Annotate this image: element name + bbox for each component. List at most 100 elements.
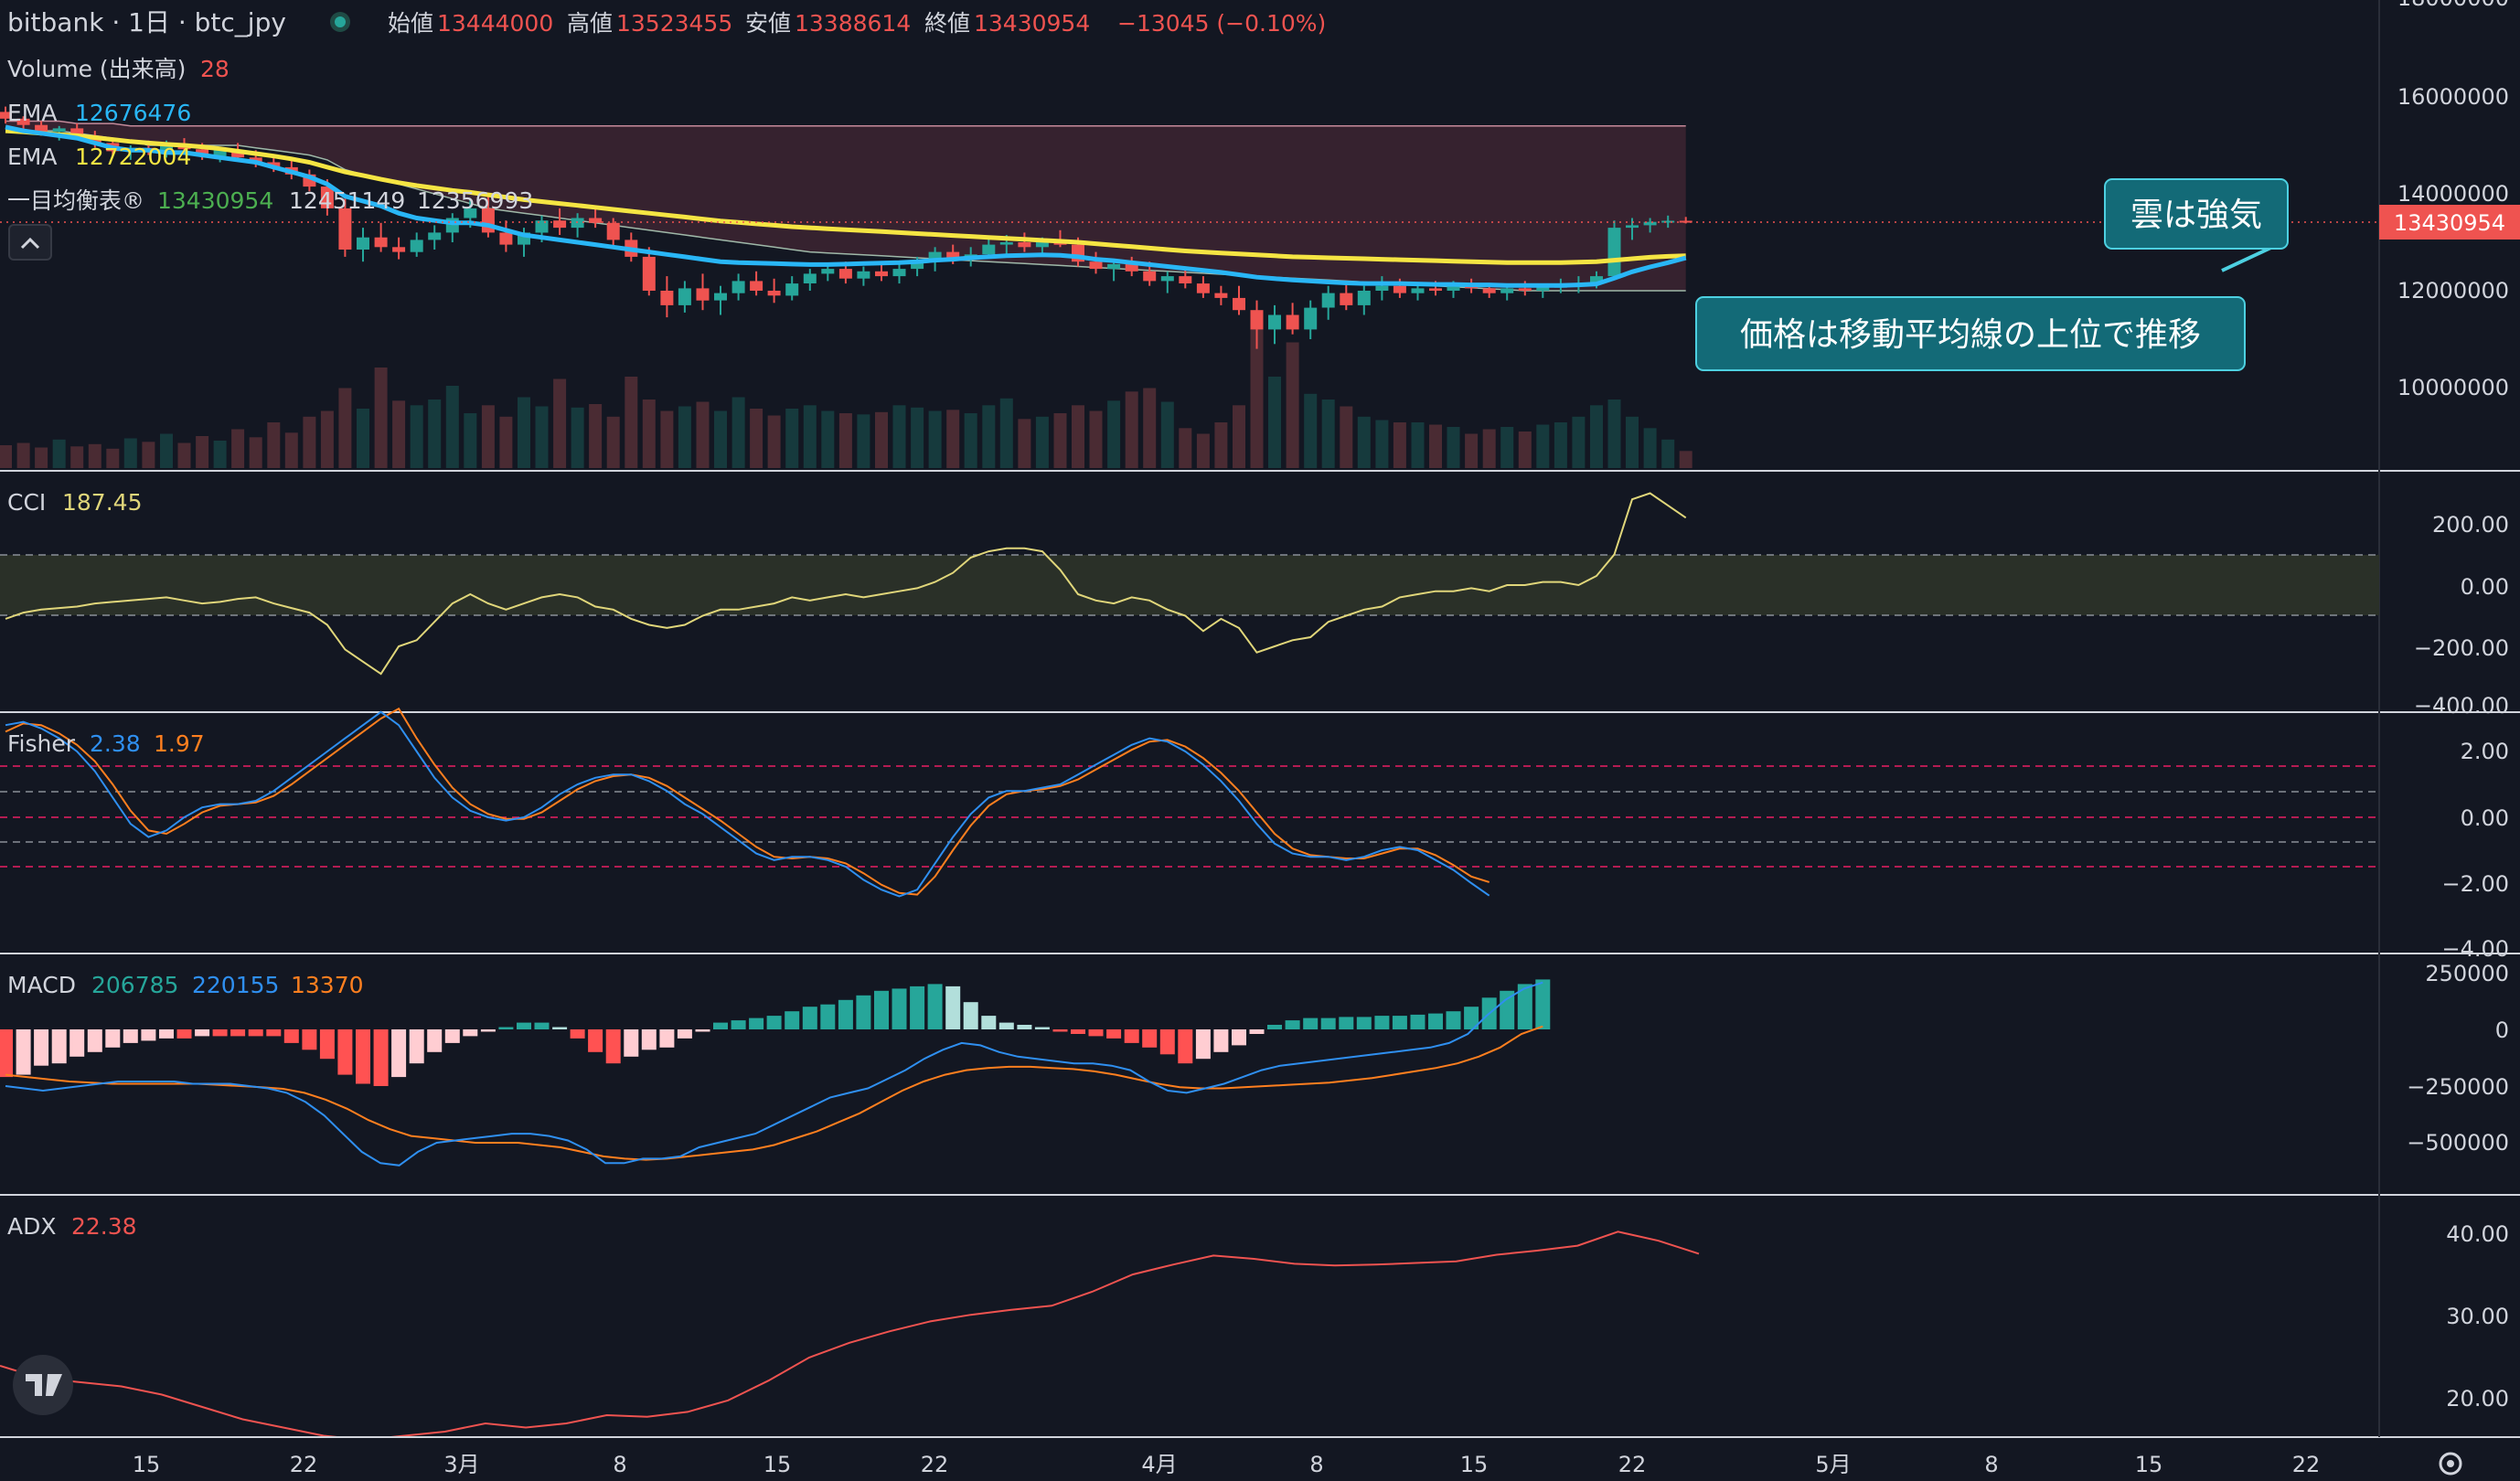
volume-bar: [464, 413, 477, 468]
ohlc-high-value: 13523455: [616, 10, 732, 37]
candle-body: [1661, 220, 1675, 223]
volume-bar: [1072, 405, 1084, 469]
macd-histogram-bar: [552, 1027, 568, 1029]
candle-body: [1233, 297, 1245, 311]
volume-bar: [589, 404, 603, 468]
callout-price[interactable]: 価格は移動平均線の上位で推移: [1695, 296, 2246, 371]
candle-body: [589, 218, 603, 223]
fisher-legend-label[interactable]: Fisher: [7, 730, 76, 757]
macd-histogram-bar: [409, 1029, 424, 1064]
volume-bar: [303, 416, 316, 469]
volume-bar: [535, 406, 549, 468]
volume-bar: [123, 438, 137, 468]
symbol-title[interactable]: bitbank · 1日 · btc_jpy: [7, 7, 286, 37]
volume-bar: [1518, 432, 1532, 468]
candle-body: [1018, 242, 1031, 248]
volume-bars: [0, 319, 1692, 469]
macd-histogram-bar: [230, 1029, 246, 1037]
volume-bar: [1447, 427, 1460, 468]
macd-histogram-bar: [659, 1029, 675, 1048]
macd-legend-value-3: 13370: [291, 972, 364, 998]
candle-body: [1429, 288, 1442, 291]
macd-histogram-bar: [1410, 1014, 1426, 1029]
ichimoku-legend-label[interactable]: 一目均衡表®: [7, 187, 144, 214]
ema-fast-legend-label[interactable]: EMA: [7, 100, 57, 126]
macd-histogram-bar: [1195, 1029, 1211, 1060]
volume-bar: [1268, 377, 1281, 468]
candle-body: [892, 269, 906, 277]
volume-bar: [392, 400, 406, 469]
macd-histogram-bar: [391, 1029, 407, 1078]
volume-bar: [1411, 422, 1425, 468]
macd-histogram-bar: [677, 1029, 692, 1039]
volume-legend-label[interactable]: Volume (出来高): [7, 56, 186, 82]
macd-tick-label: 0: [2495, 1018, 2509, 1043]
volume-bar: [803, 405, 817, 469]
candle-body: [1518, 288, 1532, 291]
adx-plot: [0, 1231, 1700, 1436]
volume-bar: [1643, 428, 1657, 469]
volume-bar: [750, 409, 763, 468]
callout-cloud[interactable]: 雲は強気: [2104, 178, 2289, 272]
candle-body: [1393, 285, 1406, 293]
settings-button[interactable]: [2439, 1452, 2462, 1476]
ohlc-close-label: 終値: [924, 10, 970, 37]
gear-icon-center: [2447, 1460, 2454, 1467]
candle-body: [946, 251, 960, 260]
macd-histogram-bar: [874, 990, 889, 1029]
candle-body: [535, 220, 549, 233]
adx-line: [0, 1231, 1700, 1436]
volume-bar: [1626, 416, 1639, 469]
collapse-legend-button[interactable]: [8, 224, 52, 261]
adx-tick-label: 30.00: [2446, 1304, 2509, 1329]
macd-histogram-bar: [337, 1029, 353, 1075]
macd-tick-label: 250000: [2425, 961, 2509, 986]
candle-body: [320, 186, 334, 208]
macd-histogram-bar: [1213, 1029, 1229, 1052]
ohlc-high-label: 高値: [567, 10, 613, 37]
candle-body: [571, 218, 584, 229]
candle-body: [1214, 293, 1228, 298]
candle-body: [1357, 291, 1371, 305]
macd-histogram-bar: [0, 1029, 13, 1078]
volume-bar: [606, 416, 620, 469]
ema-slow-legend-label[interactable]: EMA: [7, 144, 57, 170]
macd-histogram-bar: [480, 1029, 496, 1032]
macd-histogram-bar: [1052, 1029, 1068, 1032]
macd-histogram-bar: [838, 999, 853, 1029]
volume-bar: [1375, 420, 1389, 468]
candle-body: [464, 208, 477, 218]
macd-histogram-bar: [373, 1029, 389, 1086]
callout-price-box: [1695, 296, 2246, 371]
cci-legend-value: 187.45: [62, 489, 142, 516]
macd-histogram-bar: [1517, 984, 1532, 1029]
candle-body: [928, 251, 942, 262]
ichimoku-legend-value-1: 13430954: [157, 187, 273, 214]
volume-bar: [160, 433, 173, 468]
candle-body: [660, 291, 674, 305]
logo-circle: [13, 1355, 73, 1415]
macd-histogram-bar: [588, 1029, 603, 1052]
macd-histogram-bar: [1178, 1029, 1193, 1064]
volume-bar: [177, 442, 191, 468]
candle-body: [642, 256, 656, 291]
adx-legend-label[interactable]: ADX: [7, 1213, 56, 1240]
volume-bar: [374, 368, 388, 468]
callout-price-text: 価格は移動平均線の上位で推移: [1740, 316, 2201, 354]
cci-legend-label[interactable]: CCI: [7, 489, 46, 516]
volume-bar: [928, 410, 942, 468]
macd-histogram-bar: [1017, 1025, 1032, 1029]
ema-slow-legend-value: 12722004: [75, 144, 191, 170]
macd-legend-label[interactable]: MACD: [7, 972, 76, 998]
time-tick-label: 22: [921, 1452, 949, 1477]
volume-bar: [1233, 405, 1245, 469]
tradingview-logo[interactable]: [13, 1355, 73, 1415]
candle-body: [410, 240, 423, 252]
volume-bar: [911, 407, 924, 469]
callout-cloud-box: [2104, 178, 2289, 250]
price-tick-label: 14000000: [2397, 181, 2509, 207]
candle-body: [838, 269, 852, 279]
volume-bar: [1321, 400, 1335, 468]
